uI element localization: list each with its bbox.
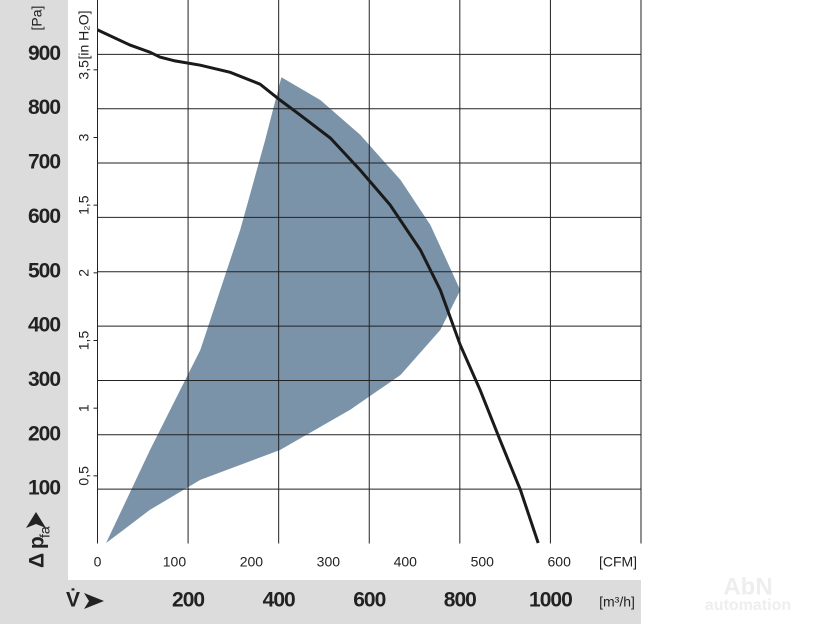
- y-tick-label: 800: [28, 96, 60, 119]
- x2-tick-label: 400: [394, 554, 418, 570]
- y-tick-label: 200: [28, 422, 60, 445]
- plot-area: [96, 0, 642, 544]
- watermark: AbN: [723, 573, 772, 600]
- operating-range: [106, 77, 461, 543]
- x-tick-label: 600: [353, 589, 385, 612]
- x2-axis-unit: [CFM]: [599, 554, 637, 570]
- y-tick-label: 500: [28, 259, 60, 282]
- y2-tick-label: 3: [76, 133, 92, 141]
- x2-tick-label: 500: [471, 554, 495, 570]
- bottom-band: [0, 580, 641, 624]
- fan-curve: [96, 28, 540, 544]
- y-axis-symbol: Δ p: [26, 537, 49, 568]
- x2-tick-label: 600: [548, 554, 572, 570]
- y2-tick-label: 1,5: [76, 195, 92, 215]
- y-tick-label: 100: [28, 477, 60, 500]
- watermark: automation: [705, 597, 791, 614]
- y-tick-label: 700: [28, 151, 60, 174]
- x-tick-label: 1000: [529, 589, 572, 612]
- y-tick-label: 300: [28, 368, 60, 391]
- y2-tick-label: 2: [76, 269, 92, 277]
- x2-tick-label: 0: [94, 554, 102, 570]
- y2-axis-unit: [in H₂O]: [76, 11, 92, 60]
- x-axis-symbol: V̇: [66, 588, 80, 612]
- x2-tick-label: 300: [317, 554, 341, 570]
- x2-tick-label: 100: [163, 554, 187, 570]
- y2-tick-label: 1,5: [76, 331, 92, 351]
- y-tick-label: 900: [28, 42, 60, 65]
- y2-tick-label: 0,5: [76, 466, 92, 486]
- x-tick-label: 400: [263, 589, 295, 612]
- x-tick-label: 800: [444, 589, 476, 612]
- y-arrow: [26, 512, 46, 528]
- y2-tick-label: 3,5: [76, 60, 92, 80]
- left-band: [0, 0, 68, 624]
- y-axis-unit: [Pa]: [29, 6, 45, 31]
- x-arrow: [84, 593, 104, 609]
- x-tick-label: 200: [172, 589, 204, 612]
- y-axis-subscript: fa: [37, 526, 53, 538]
- y2-tick-label: 1: [76, 404, 92, 412]
- x2-tick-label: 200: [240, 554, 264, 570]
- x-axis-unit: [m³/h]: [599, 594, 635, 610]
- y-tick-label: 400: [28, 314, 60, 337]
- y-tick-label: 600: [28, 205, 60, 228]
